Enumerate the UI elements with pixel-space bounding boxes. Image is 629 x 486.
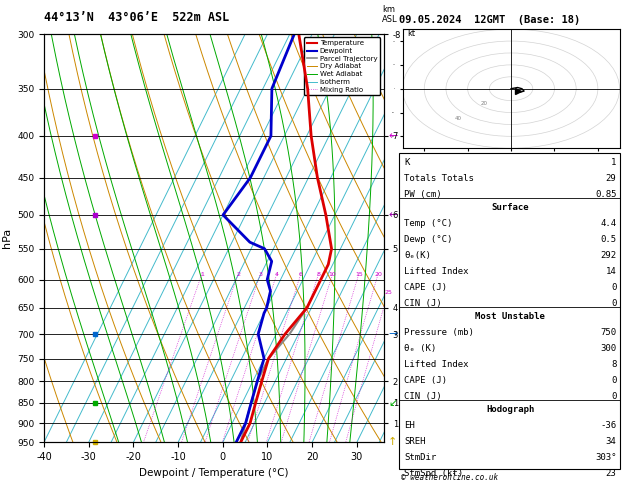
Text: kt: kt [407, 29, 415, 38]
Legend: Temperature, Dewpoint, Parcel Trajectory, Dry Adiabat, Wet Adiabat, Isotherm, Mi: Temperature, Dewpoint, Parcel Trajectory… [304, 37, 380, 95]
Text: Temp (°C): Temp (°C) [404, 219, 453, 228]
Text: ←: ← [388, 131, 398, 141]
Text: 1: 1 [611, 158, 616, 167]
Text: 10: 10 [329, 272, 337, 277]
Text: CIN (J): CIN (J) [404, 299, 442, 308]
Text: 40: 40 [455, 116, 462, 121]
Text: PW (cm): PW (cm) [404, 190, 442, 199]
Text: 09.05.2024  12GMT  (Base: 18): 09.05.2024 12GMT (Base: 18) [399, 15, 581, 25]
Text: →: → [388, 329, 398, 339]
Text: 8: 8 [611, 360, 616, 369]
Text: Lifted Index: Lifted Index [404, 360, 469, 369]
Text: 29: 29 [606, 174, 616, 183]
Y-axis label: hPa: hPa [1, 228, 11, 248]
Text: 300: 300 [600, 344, 616, 353]
Text: 0: 0 [611, 299, 616, 308]
Text: 0: 0 [611, 283, 616, 292]
Text: CIN (J): CIN (J) [404, 392, 442, 401]
Text: StmDir: StmDir [404, 453, 437, 462]
Text: 3: 3 [259, 272, 262, 277]
Text: 34: 34 [606, 437, 616, 446]
Text: EH: EH [404, 421, 415, 430]
Text: 750: 750 [600, 328, 616, 337]
Text: SREH: SREH [404, 437, 426, 446]
Text: © weatheronline.co.uk: © weatheronline.co.uk [401, 473, 498, 482]
Text: ↙: ↙ [388, 398, 398, 408]
Text: 4: 4 [275, 272, 279, 277]
Text: 0.5: 0.5 [600, 235, 616, 244]
Text: 292: 292 [600, 251, 616, 260]
Text: 8: 8 [316, 272, 321, 277]
Text: 20: 20 [374, 272, 382, 277]
Text: 4.4: 4.4 [600, 219, 616, 228]
Text: 15: 15 [355, 272, 363, 277]
Text: 0.85: 0.85 [595, 190, 616, 199]
Text: 44°13’N  43°06’E  522m ASL: 44°13’N 43°06’E 522m ASL [44, 11, 230, 24]
Text: Surface: Surface [492, 203, 529, 212]
Text: 2: 2 [236, 272, 240, 277]
Text: -36: -36 [600, 421, 616, 430]
Text: K: K [404, 158, 410, 167]
Text: 0: 0 [611, 392, 616, 401]
Text: km
ASL: km ASL [382, 5, 398, 24]
Text: Pressure (mb): Pressure (mb) [404, 328, 474, 337]
Text: θₑ(K): θₑ(K) [404, 251, 431, 260]
Text: 23: 23 [606, 469, 616, 478]
Text: 25: 25 [384, 291, 392, 295]
Text: 20: 20 [481, 102, 487, 106]
Text: Lifted Index: Lifted Index [404, 267, 469, 276]
X-axis label: Dewpoint / Temperature (°C): Dewpoint / Temperature (°C) [139, 468, 289, 478]
Text: 14: 14 [606, 267, 616, 276]
Text: CAPE (J): CAPE (J) [404, 376, 447, 385]
Text: Totals Totals: Totals Totals [404, 174, 474, 183]
Text: 6: 6 [299, 272, 303, 277]
Text: ↑: ↑ [388, 437, 398, 447]
Text: Dewp (°C): Dewp (°C) [404, 235, 453, 244]
Text: StmSpd (kt): StmSpd (kt) [404, 469, 464, 478]
Text: CAPE (J): CAPE (J) [404, 283, 447, 292]
Text: 0: 0 [611, 376, 616, 385]
Text: θₑ (K): θₑ (K) [404, 344, 437, 353]
Text: 1: 1 [200, 272, 204, 277]
Text: 303°: 303° [595, 453, 616, 462]
Text: ←: ← [388, 210, 398, 220]
Text: Hodograph: Hodograph [486, 405, 535, 414]
Text: Most Unstable: Most Unstable [476, 312, 545, 321]
